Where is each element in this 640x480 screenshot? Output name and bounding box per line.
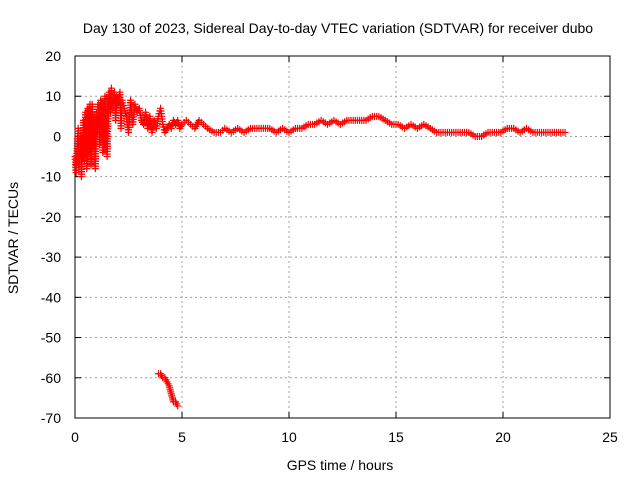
y-tick-label: -30 — [41, 249, 61, 265]
chart-title: Day 130 of 2023, Sidereal Day-to-day VTE… — [83, 20, 593, 36]
x-tick-label: 25 — [602, 429, 618, 445]
x-tick-label: 20 — [495, 429, 511, 445]
data-point — [174, 402, 182, 410]
axis-ticks: -70 -60 -50 -40 -30 -20 -10 0 10 20 0 5 10 15 20 25 — [41, 48, 618, 445]
x-axis-label: GPS time / hours — [287, 457, 394, 473]
y-tick-label: -60 — [41, 370, 61, 386]
data-point — [561, 128, 569, 136]
x-tick-label: 0 — [71, 429, 79, 445]
y-tick-label: 10 — [45, 88, 61, 104]
y-axis-label: SDTVAR / TECUs — [5, 182, 21, 294]
y-tick-label: 0 — [53, 128, 61, 144]
y-tick-label: -50 — [41, 330, 61, 346]
grid-lines — [75, 56, 610, 418]
x-tick-label: 15 — [388, 429, 404, 445]
plot-frame — [74, 55, 611, 419]
x-tick-label: 5 — [178, 429, 186, 445]
y-tick-label: -40 — [41, 289, 61, 305]
y-tick-label: 20 — [45, 48, 61, 64]
y-tick-label: -10 — [41, 169, 61, 185]
x-tick-label: 10 — [281, 429, 297, 445]
y-tick-label: -20 — [41, 209, 61, 225]
y-tick-label: -70 — [41, 410, 61, 426]
data-points — [71, 84, 569, 410]
